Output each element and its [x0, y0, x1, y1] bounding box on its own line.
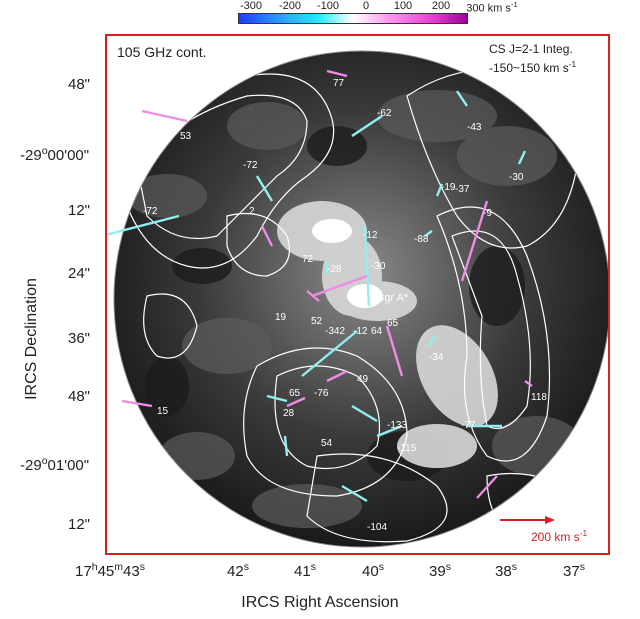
continuum-image [114, 51, 608, 547]
velocity-label: 118 [531, 392, 547, 403]
map-image [107, 50, 608, 548]
velocity-label: 15 [157, 406, 169, 417]
x-axis-label: IRCS Right Ascension [241, 594, 399, 611]
x-tick-first: 17h45m43s [75, 561, 145, 580]
velocity-label: -19 [441, 182, 456, 193]
velocity-label: 28 [283, 408, 295, 419]
velocity-label: 72 [302, 254, 314, 265]
velocity-label: -37 [455, 184, 470, 195]
y-tick: 48" [68, 388, 91, 405]
colorbar-tick: -200 [278, 0, 302, 12]
velocity-label: -72 [143, 206, 158, 217]
velocity-label: 65 [387, 318, 399, 329]
x-tick: 42s [227, 561, 249, 580]
velocity-label: 65 [289, 388, 301, 399]
velocity-label: -30 [509, 172, 524, 183]
x-tick: 40s [362, 561, 384, 580]
velocity-label: -12 [353, 326, 368, 337]
y-axis-label: IRCS Declination [23, 278, 40, 400]
y-tick: 24" [68, 265, 91, 282]
velocity-label: -62 [377, 108, 392, 119]
x-tick: 38s [495, 561, 517, 580]
velocity-label: -77 [461, 420, 476, 431]
sgr-a-star-label: Sgr A* [377, 292, 409, 304]
colorbar-tick: 100 [393, 0, 413, 12]
x-tick: 41s [294, 561, 316, 580]
y-tick: 36" [68, 330, 91, 347]
velocity-label: 53 [180, 131, 192, 142]
velocity-label: -72 [243, 160, 258, 171]
colorbar-gradient [238, 13, 468, 24]
velocity-label: -104 [367, 522, 388, 533]
y-tick: 12" [68, 516, 91, 533]
y-tick: 48" [68, 76, 91, 93]
colorbar-tick: -100 [316, 0, 340, 12]
map-panel: 105 GHz cont. CS J=2-1 Integ. -150~150 k… [105, 34, 610, 555]
velocity-label: -43 [467, 122, 482, 133]
cs-integration-label: CS J=2-1 Integ. -150~150 km s-1 [489, 42, 577, 75]
velocity-label: 77 [333, 78, 345, 89]
velocity-label: -34 [429, 352, 444, 363]
velocity-label: -28 [327, 264, 342, 275]
x-tick: 37s [563, 561, 585, 580]
velocity-label: -342 [325, 326, 346, 337]
colorbar-tick: 0 [362, 0, 370, 12]
velocity-label: 54 [321, 438, 333, 449]
colorbar-tick: 200 [431, 0, 451, 12]
velocity-label: -88 [414, 234, 429, 245]
velocity-label: 19 [275, 312, 287, 323]
y-tick: 12" [68, 202, 91, 219]
y-tick: -29o01'00" [20, 455, 90, 474]
velocity-label: -9 [483, 208, 492, 219]
y-tick: -29o00'00" [20, 145, 90, 164]
colorbar-tick: -300 [239, 0, 263, 12]
x-tick: 39s [429, 561, 451, 580]
scale-bar-label: 200 km s-1 [531, 528, 588, 544]
velocity-label: -133 [387, 420, 408, 431]
continuum-label: 105 GHz cont. [117, 44, 207, 60]
velocity-label: -76 [314, 388, 329, 399]
velocity-label: -115 [397, 443, 417, 454]
velocity-label: -30 [371, 261, 386, 272]
velocity-label: 64 [371, 326, 383, 337]
velocity-label: 2 [249, 206, 255, 217]
velocity-label: -12 [363, 230, 378, 241]
velocity-colorbar: -300 -200 -100 0 100 200 300 km s-1 [230, 0, 530, 26]
colorbar-tick-last: 300 km s-1 [466, 0, 518, 15]
velocity-label: 49 [357, 374, 369, 385]
velocity-label: 52 [311, 316, 323, 327]
velocity-arrows [107, 69, 555, 524]
